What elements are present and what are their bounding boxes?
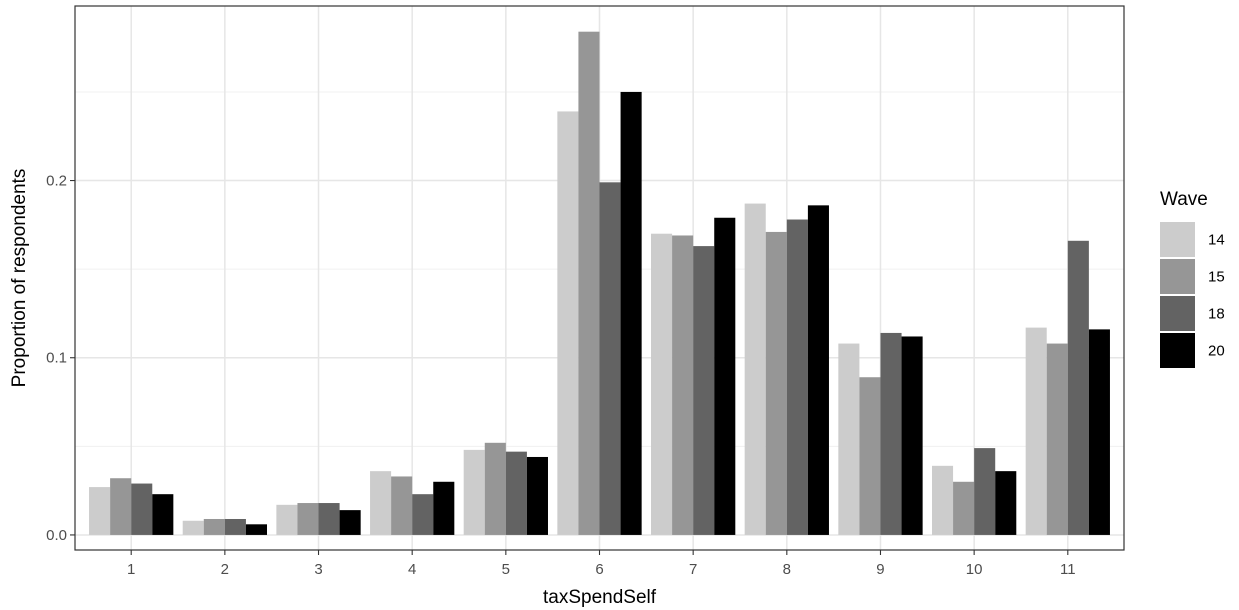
legend-key-14 bbox=[1160, 222, 1195, 257]
bar-wave-18-cat-8 bbox=[786, 219, 808, 535]
x-axis: 1 2 3 4 5 6 7 8 9 10 11 bbox=[127, 550, 1076, 578]
bar-wave-20-cat-3 bbox=[339, 510, 361, 535]
bar-wave-18-cat-6 bbox=[599, 182, 621, 535]
bar-wave-14-cat-3 bbox=[276, 504, 298, 535]
bar-wave-20-cat-4 bbox=[433, 481, 455, 535]
bar-wave-14-cat-10 bbox=[931, 465, 954, 535]
bars bbox=[89, 31, 1110, 535]
bar-wave-20-cat-10 bbox=[995, 471, 1017, 535]
bar-wave-14-cat-2 bbox=[182, 520, 204, 535]
bar-wave-14-cat-5 bbox=[463, 449, 485, 535]
legend-label-18: 18 bbox=[1208, 306, 1225, 323]
bar-wave-14-cat-9 bbox=[838, 343, 860, 535]
x-axis-title: taxSpendSelf bbox=[543, 587, 657, 608]
x-tick-label: 6 bbox=[595, 561, 603, 578]
bar-wave-20-cat-11 bbox=[1088, 329, 1110, 535]
x-tick-label: 11 bbox=[1060, 561, 1076, 578]
legend-key-18 bbox=[1160, 296, 1195, 331]
bar-wave-15-cat-1 bbox=[110, 478, 132, 535]
bar-wave-15-cat-9 bbox=[859, 377, 881, 535]
bar-wave-15-cat-3 bbox=[297, 503, 319, 535]
bar-wave-14-cat-4 bbox=[370, 471, 392, 535]
x-tick-label: 4 bbox=[408, 561, 416, 578]
legend-label-14: 14 bbox=[1208, 232, 1225, 249]
bar-wave-14-cat-11 bbox=[1025, 327, 1047, 535]
bar-wave-20-cat-8 bbox=[807, 205, 829, 535]
bar-wave-20-cat-5 bbox=[526, 456, 548, 535]
bar-wave-14-cat-7 bbox=[651, 233, 673, 535]
bar-wave-18-cat-10 bbox=[974, 448, 996, 535]
x-tick-label: 9 bbox=[876, 561, 884, 578]
bar-wave-14-cat-1 bbox=[89, 487, 111, 535]
bar-wave-20-cat-1 bbox=[152, 494, 174, 535]
y-tick-label: 0.1 bbox=[46, 350, 67, 367]
bar-wave-18-cat-2 bbox=[224, 518, 246, 535]
bar-wave-15-cat-6 bbox=[578, 31, 600, 535]
legend-title: Wave bbox=[1160, 189, 1208, 210]
x-tick-label: 7 bbox=[689, 561, 697, 578]
bar-wave-18-cat-4 bbox=[412, 494, 434, 535]
bar-wave-20-cat-6 bbox=[620, 91, 642, 535]
y-axis-title: Proportion of respondents bbox=[9, 169, 30, 388]
bar-wave-14-cat-8 bbox=[744, 203, 766, 535]
bar-wave-18-cat-11 bbox=[1067, 240, 1089, 535]
bar-wave-15-cat-7 bbox=[672, 235, 694, 535]
legend-key-20 bbox=[1160, 333, 1195, 368]
legend-key-15 bbox=[1160, 259, 1195, 294]
x-tick-label: 2 bbox=[221, 561, 229, 578]
bar-wave-18-cat-9 bbox=[880, 332, 902, 535]
bar-wave-15-cat-2 bbox=[203, 518, 225, 535]
bar-wave-20-cat-2 bbox=[245, 524, 268, 535]
bar-wave-18-cat-5 bbox=[505, 451, 527, 535]
bar-wave-14-cat-6 bbox=[557, 111, 579, 535]
legend: Wave 14 15 18 20 bbox=[1160, 189, 1225, 368]
x-tick-label: 5 bbox=[502, 561, 510, 578]
bar-wave-15-cat-5 bbox=[484, 442, 506, 535]
x-tick-label: 8 bbox=[783, 561, 791, 578]
x-tick-label: 10 bbox=[966, 561, 983, 578]
y-tick-label: 0.0 bbox=[46, 527, 67, 544]
x-tick-label: 3 bbox=[314, 561, 322, 578]
y-axis: 0.0 0.1 0.2 bbox=[46, 173, 75, 544]
bar-wave-15-cat-10 bbox=[953, 481, 975, 535]
bar-wave-20-cat-7 bbox=[714, 217, 736, 535]
bar-wave-18-cat-3 bbox=[318, 503, 340, 535]
bar-wave-15-cat-4 bbox=[391, 476, 413, 535]
bar-wave-18-cat-1 bbox=[131, 483, 153, 535]
bar-wave-15-cat-8 bbox=[765, 231, 787, 535]
bar-wave-18-cat-7 bbox=[693, 246, 715, 535]
legend-label-20: 20 bbox=[1208, 343, 1225, 360]
x-tick-label: 1 bbox=[127, 561, 135, 578]
bar-wave-15-cat-11 bbox=[1046, 343, 1068, 535]
legend-label-15: 15 bbox=[1208, 269, 1225, 286]
y-tick-label: 0.2 bbox=[46, 173, 67, 190]
bar-wave-20-cat-9 bbox=[901, 336, 923, 535]
